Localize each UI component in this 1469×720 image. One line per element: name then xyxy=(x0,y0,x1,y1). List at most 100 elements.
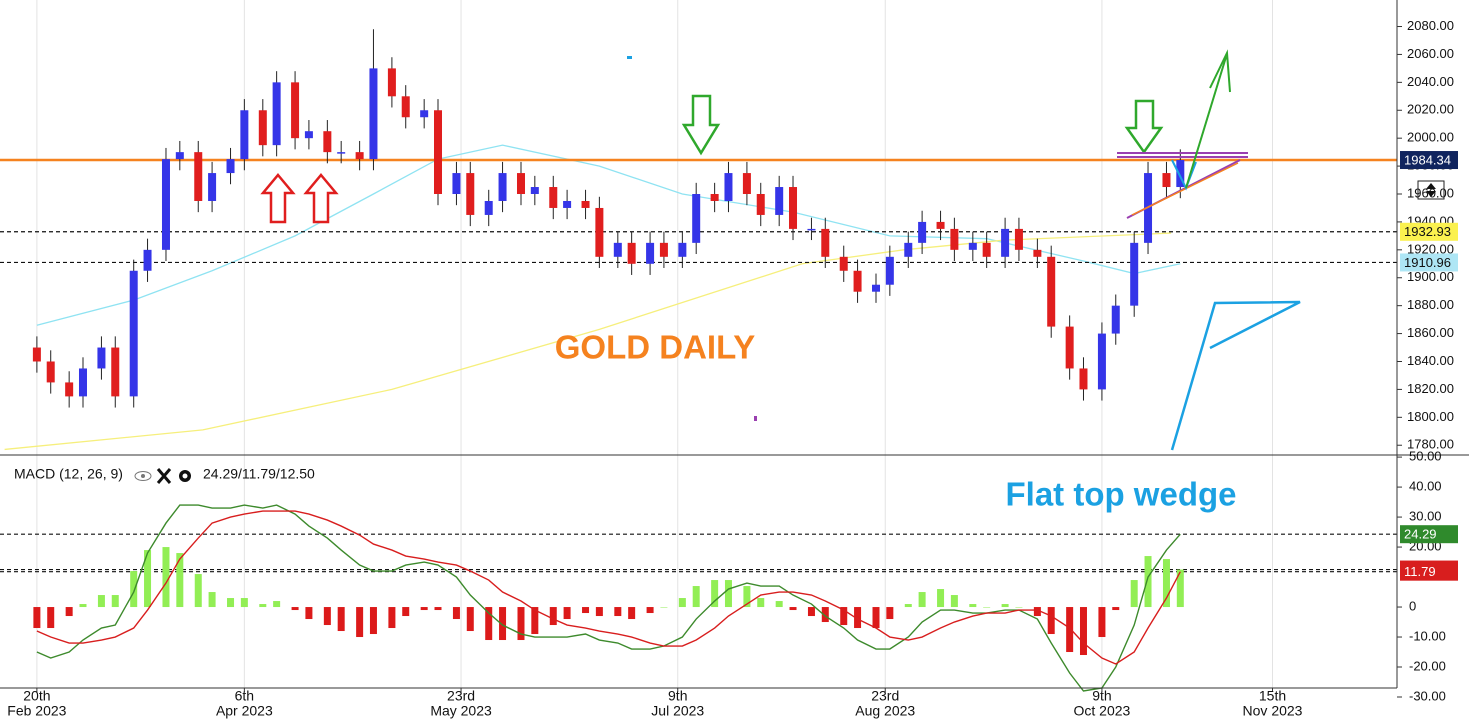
eye-icon[interactable] xyxy=(134,471,152,481)
y-tick-label: 2040.00 xyxy=(1407,74,1454,89)
histogram-bar xyxy=(1015,607,1023,608)
candle-body xyxy=(549,187,558,208)
histogram-bar xyxy=(388,607,396,629)
candle-body xyxy=(692,194,701,243)
histogram-bar xyxy=(1079,607,1087,656)
scale-icon[interactable] xyxy=(1417,180,1445,200)
x-tick-label: Aug 2023 xyxy=(855,703,915,719)
candle-body xyxy=(46,361,55,383)
histogram-bar xyxy=(724,580,732,608)
y-tick-label: 40.00 xyxy=(1409,479,1442,494)
x-tick-label: 9th xyxy=(1092,688,1111,704)
level-label-box xyxy=(1400,222,1458,241)
y-tick-label: -30.00 xyxy=(1409,688,1446,703)
histogram-bar xyxy=(517,607,525,641)
histogram-bar xyxy=(595,607,603,617)
y-tick-label: 2080.00 xyxy=(1407,18,1454,33)
histogram-bar xyxy=(872,607,880,629)
histogram-bar xyxy=(240,598,248,608)
candle-body xyxy=(1162,173,1171,188)
candle-body xyxy=(530,187,539,195)
histogram-bar xyxy=(775,601,783,608)
candle-body xyxy=(272,82,281,146)
down-arrow xyxy=(1124,99,1164,155)
histogram-bar xyxy=(1098,607,1106,638)
scale-icon-down xyxy=(1426,191,1436,197)
histogram-bar xyxy=(434,607,442,611)
histogram-bar xyxy=(821,607,829,623)
histogram-bar xyxy=(47,607,55,629)
histogram-bar xyxy=(789,607,797,611)
x-tick-label: 23rd xyxy=(871,688,899,704)
histogram-bar xyxy=(983,607,991,608)
candle-body xyxy=(563,200,572,208)
histogram-bar xyxy=(886,607,894,620)
histogram-bar xyxy=(628,607,636,620)
candle-body xyxy=(1130,242,1139,306)
histogram-bar xyxy=(79,604,87,608)
candle-body xyxy=(885,256,894,285)
candle-body xyxy=(742,173,751,195)
histogram-bar xyxy=(904,604,912,608)
histogram-bar xyxy=(485,607,493,641)
annotation: Flat top wedge xyxy=(1006,476,1237,513)
y-tick-label: 1860.00 xyxy=(1407,325,1454,340)
candle-body xyxy=(143,249,152,271)
candle-body xyxy=(32,347,41,362)
candle-body xyxy=(1001,228,1010,257)
histogram-bar xyxy=(1176,569,1184,608)
histogram-bar xyxy=(323,607,331,626)
level-label: 11.79 xyxy=(1404,564,1436,579)
candle-body xyxy=(78,368,87,397)
candle-body xyxy=(129,270,138,397)
candle-body xyxy=(226,159,235,174)
histogram-bar xyxy=(646,607,654,614)
y-tick-label: 1920.00 xyxy=(1407,241,1454,256)
histogram-bar xyxy=(369,607,377,635)
candle-body xyxy=(1097,333,1106,390)
candle-body xyxy=(613,242,622,257)
histogram-bar xyxy=(678,598,686,608)
candle-body xyxy=(97,347,106,369)
ma-layer xyxy=(4,144,1181,451)
down-arrow xyxy=(681,94,721,156)
histogram-bar xyxy=(337,607,345,632)
histogram-bar xyxy=(1001,604,1009,608)
candle-body xyxy=(710,194,719,201)
candle-body xyxy=(175,152,184,160)
scale-icon-up xyxy=(1426,183,1436,189)
breakout-arrowhead xyxy=(1209,49,1231,93)
macd-signal xyxy=(36,510,1181,665)
candle-body xyxy=(982,242,991,257)
candle-body xyxy=(950,228,959,250)
level-label-box xyxy=(1400,525,1458,544)
candle-body xyxy=(1065,326,1074,369)
candle-body xyxy=(1111,305,1120,334)
candle-body xyxy=(872,284,881,292)
y-tick-label: 1960.00 xyxy=(1407,185,1454,200)
candle-body xyxy=(208,173,217,201)
x-tick-label: 23rd xyxy=(447,688,475,704)
mark xyxy=(754,416,757,421)
histogram-bar xyxy=(208,592,216,608)
candle-body xyxy=(839,256,848,271)
candle-body xyxy=(646,242,655,264)
histogram-bar xyxy=(194,574,202,608)
y-tick-label: 30.00 xyxy=(1409,509,1442,524)
macd-layer xyxy=(33,504,1184,692)
x-tick-label: Oct 2023 xyxy=(1074,703,1131,719)
x-tick-label: 15th xyxy=(1259,688,1286,704)
histogram-bar xyxy=(582,607,590,614)
histogram-bar xyxy=(937,589,945,608)
histogram-bar xyxy=(33,607,41,629)
histogram-bar xyxy=(807,607,815,617)
y-tick-label: 1840.00 xyxy=(1407,353,1454,368)
candle-body xyxy=(452,173,461,195)
candle-body xyxy=(1176,160,1185,188)
wedge-sketch xyxy=(1170,300,1301,451)
histogram-bar xyxy=(1033,607,1041,617)
x-tick-label: 6th xyxy=(235,688,254,704)
histogram-bar xyxy=(259,604,267,608)
close-icon[interactable] xyxy=(156,468,172,484)
level-label-box xyxy=(1400,562,1458,581)
